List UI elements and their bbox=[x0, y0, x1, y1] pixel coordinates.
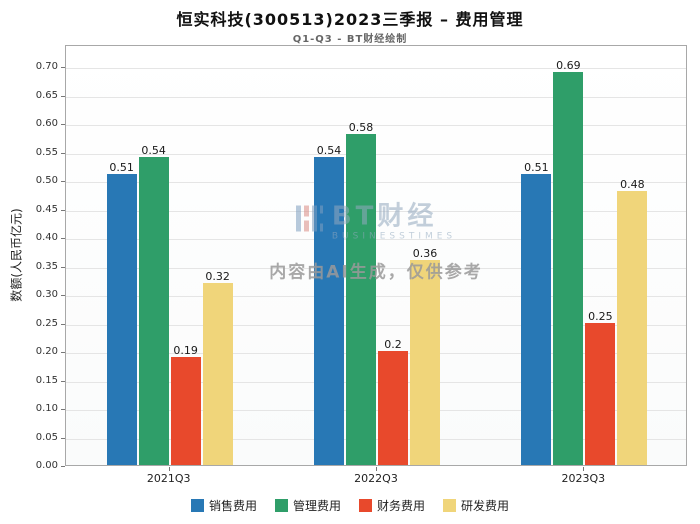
plot-area: 0.51 0.54 0.19 0.32 0.54 0.58 0.2 0.36 0.51 0.69 0… bbox=[65, 45, 687, 466]
y-tick-label: 0.40 bbox=[35, 232, 58, 243]
watermark-brand-row: BT财经 BUSINESSTIMES bbox=[176, 203, 576, 241]
bar-value-label: 0.69 bbox=[556, 58, 581, 72]
x-tick-mark bbox=[168, 467, 170, 471]
y-tick-mark bbox=[61, 95, 65, 97]
y-tick-label: 0.20 bbox=[35, 346, 58, 357]
y-tick-mark bbox=[61, 466, 65, 467]
bar-财务费用-2023Q3 bbox=[585, 322, 616, 465]
bar-管理费用-2023Q3 bbox=[553, 71, 584, 465]
legend-swatch bbox=[443, 499, 457, 512]
legend-label: 财务费用 bbox=[377, 499, 426, 513]
gridline bbox=[66, 353, 686, 354]
gridline bbox=[66, 182, 686, 183]
y-tick-mark bbox=[61, 323, 65, 325]
y-tick-mark bbox=[61, 437, 65, 439]
bar-销售费用-2023Q3 bbox=[521, 174, 552, 465]
y-tick-label: 0.15 bbox=[35, 374, 58, 386]
bar-销售费用-2021Q3 bbox=[106, 174, 137, 465]
y-tick-mark bbox=[61, 124, 65, 125]
y-tick-mark bbox=[61, 67, 65, 68]
gridline bbox=[66, 324, 686, 326]
x-tick-label: 2022Q3 bbox=[354, 472, 398, 485]
bar-value-label: 0.2 bbox=[384, 338, 402, 351]
x-tick-label: 2021Q3 bbox=[146, 472, 191, 485]
watermark: BT财经 BUSINESSTIMES 内容由AI生成，仅供参考 bbox=[176, 203, 576, 282]
bar-value-label: 0.58 bbox=[348, 121, 374, 135]
y-tick-label: 0.45 bbox=[35, 203, 58, 215]
y-tick-mark bbox=[61, 409, 65, 410]
gridline bbox=[66, 125, 686, 126]
bar-value-label: 0.51 bbox=[524, 161, 549, 175]
legend-item-销售费用: 销售费用 bbox=[190, 497, 257, 514]
y-tick-mark bbox=[61, 380, 65, 382]
legend-item-研发费用: 研发费用 bbox=[443, 497, 509, 514]
gridline bbox=[66, 410, 686, 411]
bar-value-label: 0.54 bbox=[316, 144, 342, 158]
x-tick-label: 2023Q3 bbox=[561, 472, 606, 485]
gridline bbox=[66, 438, 686, 440]
bar-管理费用-2021Q3 bbox=[138, 157, 169, 465]
y-axis-label: 数额(人民币亿元) bbox=[9, 208, 24, 302]
bar-value-label: 0.25 bbox=[588, 309, 613, 323]
gridline bbox=[66, 68, 686, 69]
y-tick-label: 0.00 bbox=[35, 460, 58, 471]
legend-label: 研发费用 bbox=[461, 499, 510, 513]
y-tick-label: 0.25 bbox=[35, 317, 58, 329]
gridline bbox=[66, 96, 686, 98]
y-tick-label: 0.60 bbox=[35, 118, 58, 129]
chart-title: 恒实科技(300513)2023三季报 – 费用管理 bbox=[176, 10, 524, 29]
legend-item-管理费用: 管理费用 bbox=[274, 497, 341, 514]
bar-value-label: 0.54 bbox=[141, 144, 166, 158]
y-tick-label: 0.10 bbox=[35, 403, 58, 414]
bar-value-label: 0.36 bbox=[412, 246, 438, 260]
legend-item-财务费用: 财务费用 bbox=[359, 497, 425, 514]
y-tick-label: 0.55 bbox=[35, 146, 58, 158]
x-tick-mark bbox=[376, 467, 377, 471]
chart-subtitle: Q1-Q3 - BT财经绘制 bbox=[292, 34, 408, 45]
y-tick-label: 0.35 bbox=[35, 260, 58, 272]
bar-管理费用-2022Q3 bbox=[346, 134, 376, 465]
bar-value-label: 0.32 bbox=[205, 269, 230, 283]
gridline bbox=[66, 210, 686, 212]
bar-value-label: 0.51 bbox=[109, 161, 134, 175]
y-tick-mark bbox=[61, 209, 65, 211]
y-tick-mark bbox=[61, 295, 65, 296]
gridline bbox=[66, 153, 686, 155]
gridline bbox=[66, 381, 686, 383]
y-tick-label: 0.70 bbox=[35, 61, 58, 72]
gridline bbox=[66, 239, 686, 240]
bar-value-label: 0.48 bbox=[620, 178, 645, 192]
legend-label: 销售费用 bbox=[208, 499, 257, 513]
y-tick-mark bbox=[61, 181, 65, 182]
y-tick-mark bbox=[61, 238, 65, 239]
bar-研发费用-2023Q3 bbox=[617, 191, 648, 465]
y-tick-label: 0.50 bbox=[35, 175, 58, 186]
bar-财务费用-2022Q3 bbox=[378, 351, 408, 465]
gridline bbox=[66, 296, 686, 297]
bar-value-label: 0.19 bbox=[173, 343, 198, 357]
bar-销售费用-2022Q3 bbox=[314, 157, 344, 465]
legend: 销售费用 管理费用 财务费用 研发费用 bbox=[0, 497, 700, 514]
legend-swatch bbox=[190, 499, 204, 512]
gridline bbox=[66, 267, 686, 269]
legend-swatch bbox=[274, 499, 288, 512]
bar-研发费用-2022Q3 bbox=[410, 259, 440, 465]
x-tick-mark bbox=[583, 467, 585, 471]
y-tick-mark bbox=[61, 152, 65, 154]
legend-label: 管理费用 bbox=[292, 499, 341, 513]
y-tick-label: 0.65 bbox=[35, 89, 58, 101]
bar-财务费用-2021Q3 bbox=[170, 356, 201, 465]
watermark-notice: 内容由AI生成，仅供参考 bbox=[269, 262, 483, 283]
y-tick-mark bbox=[61, 352, 65, 353]
y-tick-label: 0.30 bbox=[35, 289, 58, 300]
legend-swatch bbox=[359, 499, 372, 512]
bar-研发费用-2021Q3 bbox=[202, 282, 233, 465]
y-tick-mark bbox=[61, 266, 65, 268]
y-tick-label: 0.05 bbox=[35, 431, 58, 443]
